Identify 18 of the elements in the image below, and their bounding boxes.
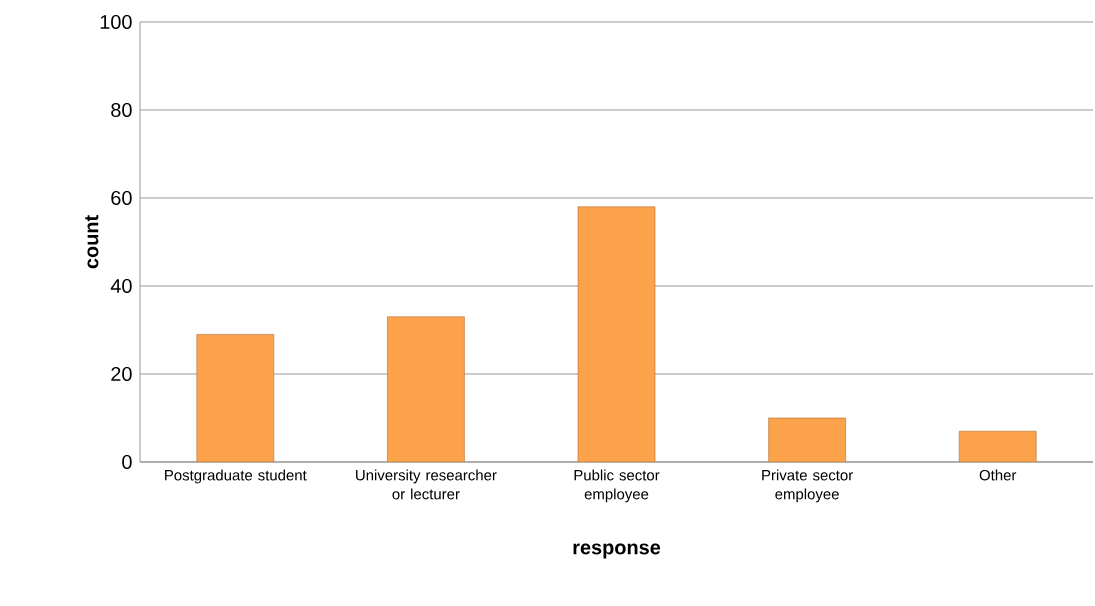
x-tick-label: Other xyxy=(979,469,1017,481)
x-axis-title: response xyxy=(573,543,661,559)
bar xyxy=(577,206,656,462)
y-tick-label: 100 xyxy=(100,14,132,30)
bar xyxy=(387,316,465,462)
x-tick-label: Private sector employee xyxy=(762,469,853,503)
bar xyxy=(196,334,275,462)
y-axis-title: count xyxy=(85,215,99,269)
bar xyxy=(958,430,1037,462)
x-tick-label: University researcher or lecturer xyxy=(356,469,497,500)
x-tick-label: Postgraduate student xyxy=(165,469,307,484)
y-tick-label: 80 xyxy=(111,102,132,118)
y-tick-label: 40 xyxy=(110,278,132,294)
y-tick-label: 20 xyxy=(111,366,132,382)
bar xyxy=(768,417,846,462)
x-tick-label: Public sector employee xyxy=(574,469,660,503)
y-tick-label: 0 xyxy=(122,454,132,470)
y-tick-label: 60 xyxy=(111,190,132,206)
